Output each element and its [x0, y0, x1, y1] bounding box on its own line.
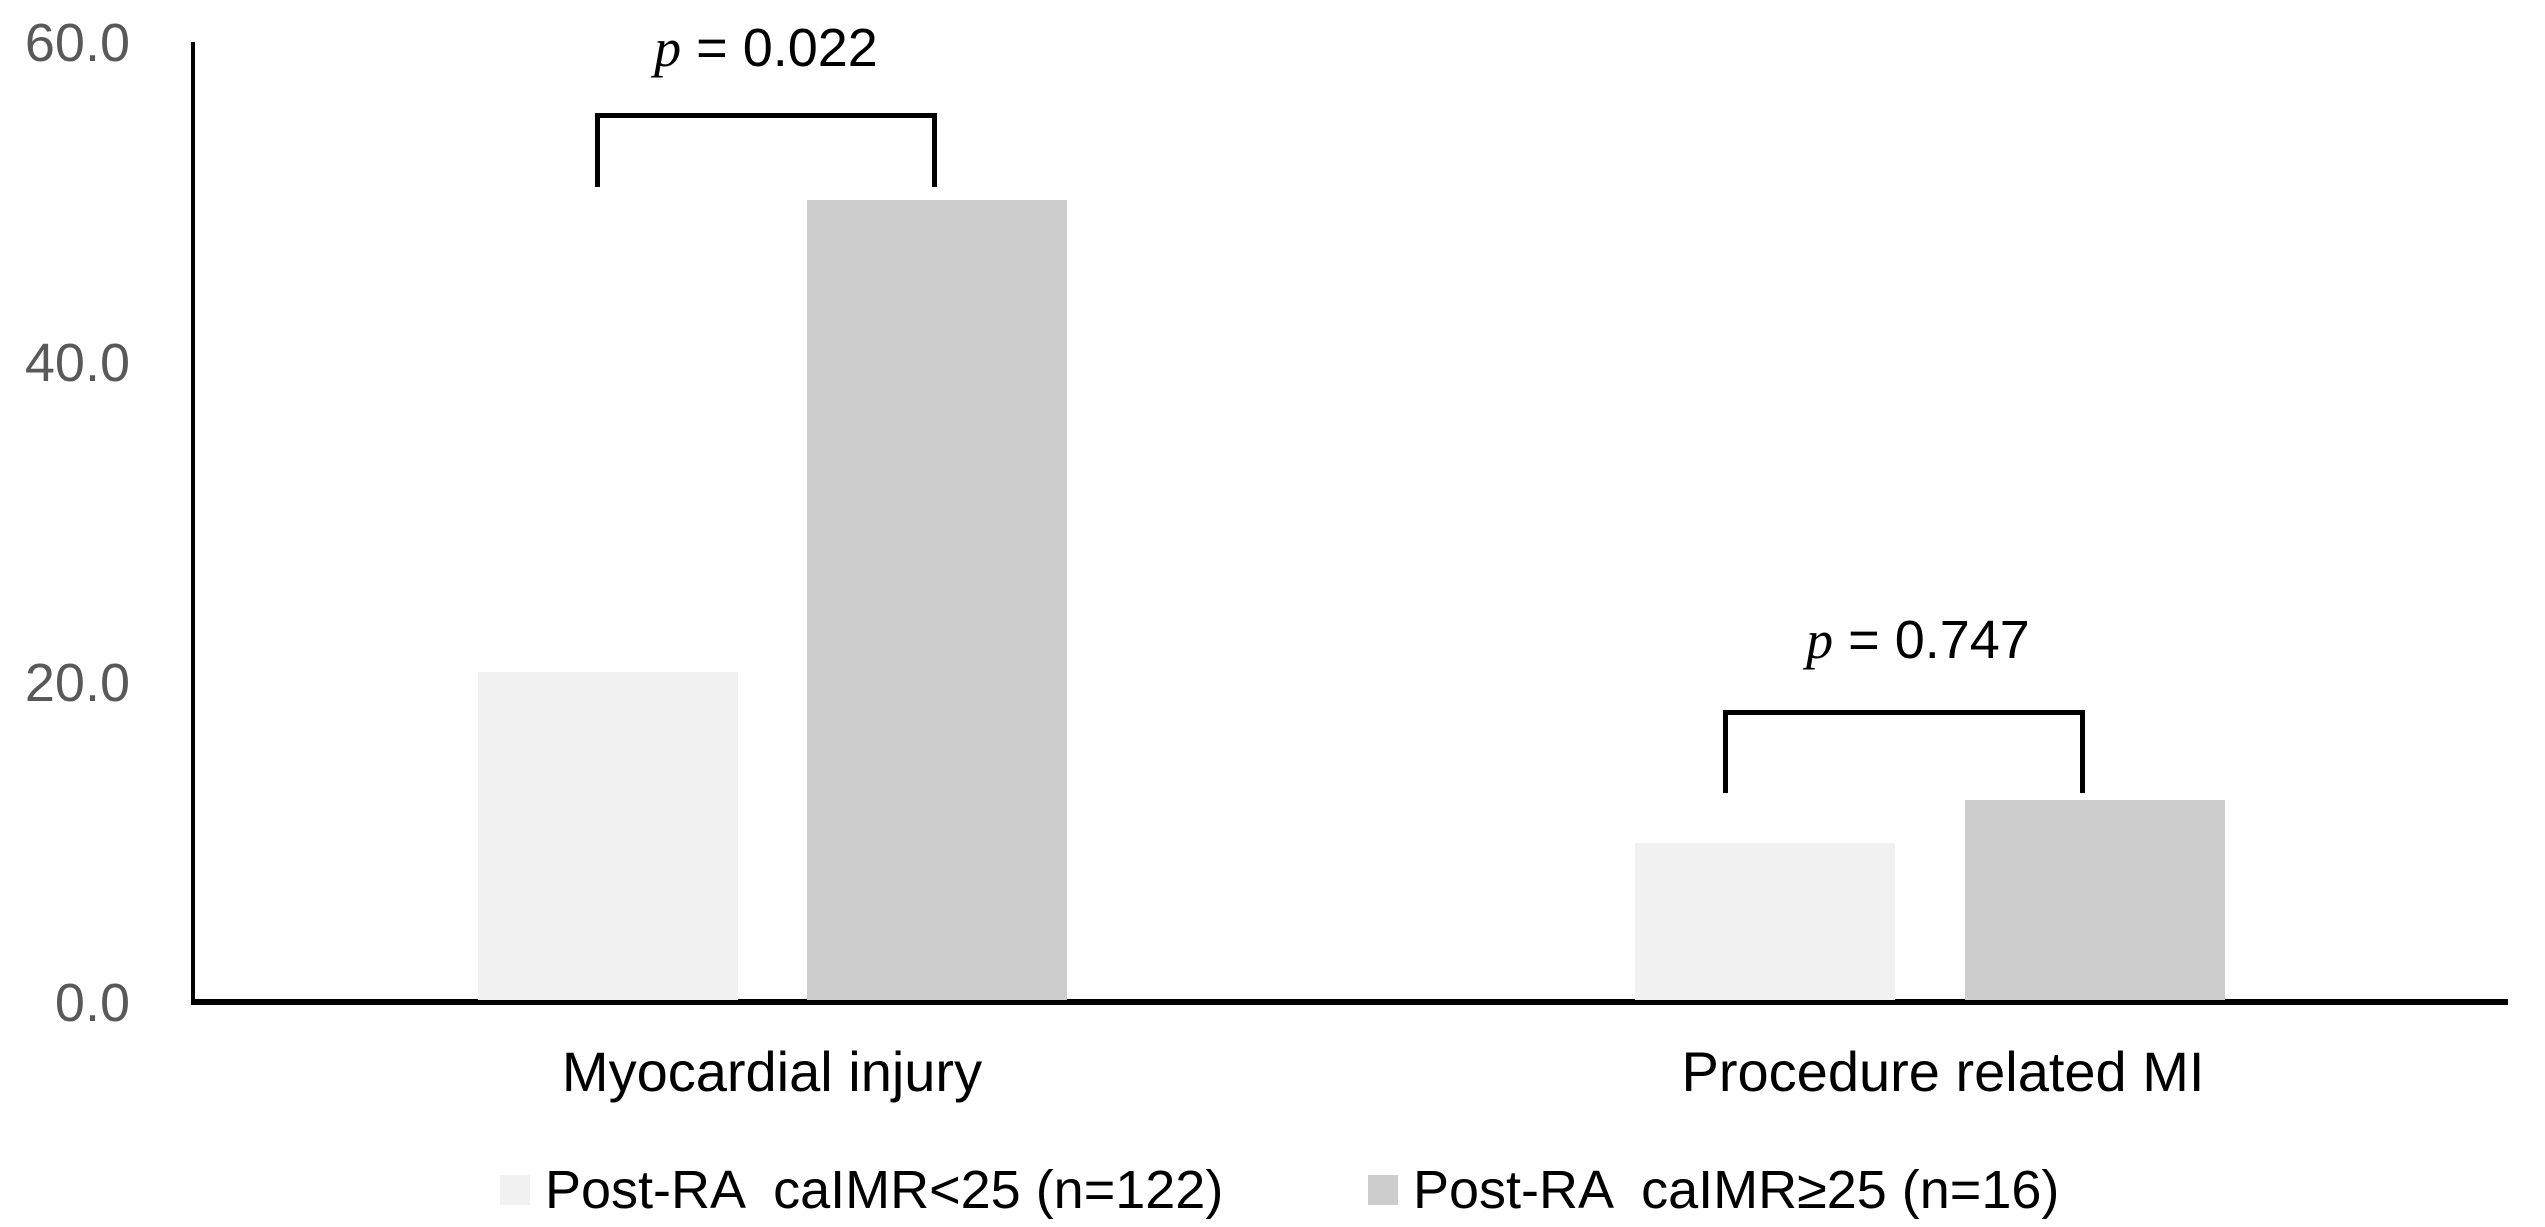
y-tick-label-60: 60.0	[24, 13, 130, 73]
legend-swatch-caimr-ge25	[1368, 1175, 1398, 1205]
legend-label-caimr-lt25: Post-RA caIMR<25 (n=122)	[545, 1160, 1224, 1220]
bar-myocardial-injury-caimr-ge25	[807, 200, 1067, 1000]
significance-bracket-myocardial-injury	[595, 113, 937, 187]
legend-swatch-caimr-lt25	[500, 1175, 530, 1205]
p-symbol: p	[654, 18, 682, 78]
y-tick-label-0: 0.0	[54, 973, 130, 1033]
p-value-label-procedure-mi: p = 0.747	[1806, 610, 2030, 670]
bar-procedure-mi-caimr-ge25	[1965, 800, 2225, 1000]
p-symbol: p	[1806, 610, 1834, 670]
category-label-procedure-mi: Procedure related MI	[1681, 1040, 2205, 1103]
x-axis-line	[191, 999, 2508, 1005]
p-value-text: = 0.022	[681, 18, 878, 78]
significance-bracket-procedure-mi	[1723, 710, 2085, 793]
category-label-myocardial-injury: Myocardial injury	[561, 1040, 983, 1103]
y-axis-line	[191, 42, 195, 1002]
bar-procedure-mi-caimr-lt25	[1635, 843, 1895, 1000]
legend-entry-caimr-lt25: Post-RA caIMR<25 (n=122)	[500, 1160, 1223, 1220]
legend-label-caimr-ge25: Post-RA caIMR≥25 (n=16)	[1413, 1160, 2060, 1220]
y-tick-label-40: 40.0	[24, 333, 130, 393]
p-value-text: = 0.747	[1833, 610, 2030, 670]
bar-myocardial-injury-caimr-lt25	[478, 672, 738, 1000]
p-value-label-myocardial-injury: p = 0.022	[654, 18, 878, 78]
y-tick-label-20: 20.0	[24, 653, 130, 713]
legend-entry-caimr-ge25: Post-RA caIMR≥25 (n=16)	[1368, 1160, 2059, 1220]
